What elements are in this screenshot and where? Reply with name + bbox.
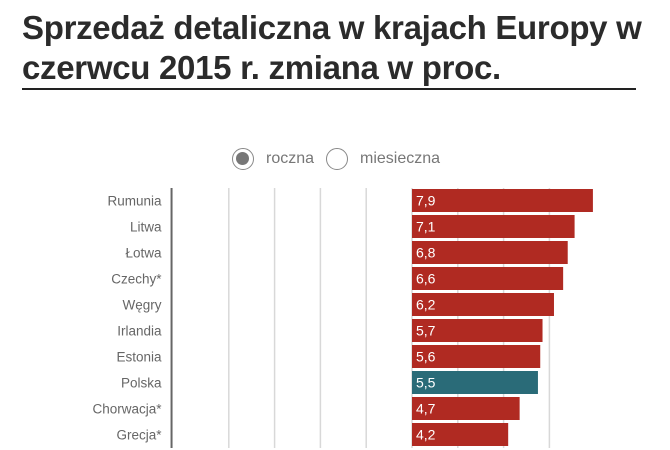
data-label: 5,6 <box>416 349 436 365</box>
bar-2 <box>412 241 568 264</box>
data-label: 4,7 <box>416 401 436 417</box>
bar-4 <box>412 293 554 316</box>
toggle-label: miesieczna <box>360 150 441 167</box>
category-label: Węgry <box>123 298 162 313</box>
bar-9 <box>412 423 509 446</box>
category-label: Estonia <box>117 350 163 365</box>
toggle-miesieczna[interactable]: miesieczna <box>326 148 440 170</box>
bar-8 <box>412 397 520 420</box>
data-label: 5,7 <box>416 323 436 339</box>
toggle-label: roczna <box>266 150 315 167</box>
data-label: 5,5 <box>416 375 436 391</box>
bar-6 <box>412 345 541 368</box>
toggle-roczna[interactable]: roczna <box>232 148 314 170</box>
chart-title: Sprzedaż detaliczna w krajach Europy w c… <box>22 9 642 86</box>
category-label: Czechy* <box>111 272 162 287</box>
data-label: 6,8 <box>416 245 436 261</box>
category-label: Grecja* <box>117 428 163 443</box>
bar-1 <box>412 215 575 238</box>
bar-0 <box>412 189 593 212</box>
data-label: 6,6 <box>416 271 436 287</box>
bar-3 <box>412 267 564 290</box>
radio-selected-icon[interactable] <box>232 148 254 170</box>
bar-5 <box>412 319 543 342</box>
category-label: Polska <box>121 376 162 391</box>
category-label: Litwa <box>130 220 162 235</box>
bar-7 <box>412 371 538 394</box>
data-label: 7,1 <box>416 219 436 235</box>
category-label: Chorwacja* <box>93 402 163 417</box>
category-label: Łotwa <box>126 246 163 261</box>
title-underline <box>22 88 636 90</box>
category-label: Rumunia <box>108 194 163 209</box>
data-label: 4,2 <box>416 427 436 443</box>
data-label: 7,9 <box>416 193 436 209</box>
radio-unselected-icon[interactable] <box>326 148 348 170</box>
category-label: Irlandia <box>117 324 162 339</box>
data-label: 6,2 <box>416 297 436 313</box>
